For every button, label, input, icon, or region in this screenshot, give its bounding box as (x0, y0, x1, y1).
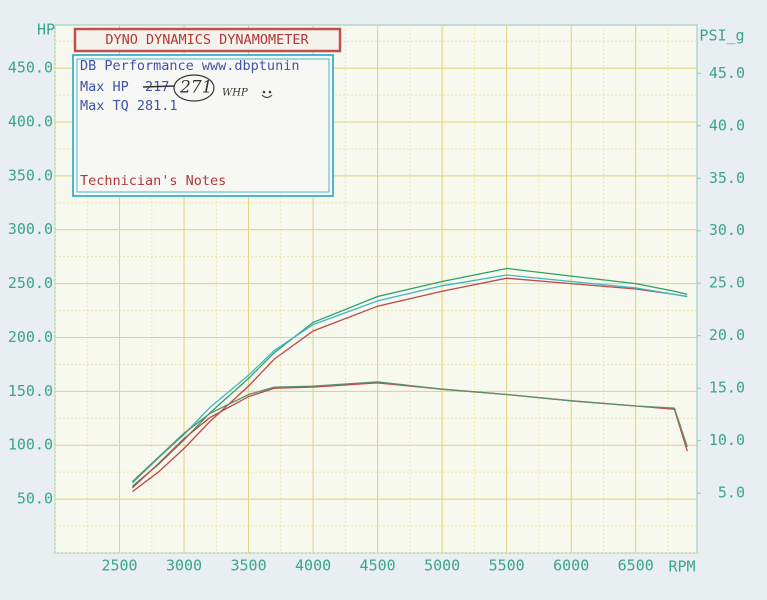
y2-tick-label: 40.0 (709, 116, 745, 134)
y-tick-label: 150.0 (8, 382, 53, 400)
y-axis-label: HP (37, 21, 55, 39)
handwritten-circle (173, 74, 215, 102)
x-tick-label: 5500 (489, 557, 525, 575)
y2-tick-label: 35.0 (709, 169, 745, 187)
y2-tick-label: 10.0 (709, 431, 745, 449)
y2-tick-label: 25.0 (709, 274, 745, 292)
y-tick-label: 250.0 (8, 274, 53, 292)
y-tick-label: 200.0 (8, 328, 53, 346)
notes-box-inner (76, 58, 330, 193)
notes-label: Technician's Notes (80, 173, 226, 189)
shop-name: DB Performance www.dbptunin (80, 58, 299, 74)
max-tq: Max TQ 281.1 (80, 98, 178, 114)
whp: WHP (222, 88, 248, 99)
notes-box (72, 54, 334, 197)
y2-tick-label: 20.0 (709, 326, 745, 344)
max-hp-new: 271 (179, 78, 212, 98)
y-tick-label: 450.0 (8, 59, 53, 77)
smiley (261, 90, 273, 98)
x-tick-label: 2500 (101, 557, 137, 575)
title-box (73, 27, 342, 53)
x-tick-label: 4000 (295, 557, 331, 575)
chart-title: DYNO DYNAMICS DYNAMOMETER (105, 32, 309, 48)
y2-tick-label: 30.0 (709, 221, 745, 239)
y-tick-label: 350.0 (8, 166, 53, 184)
y2-tick-label: 5.0 (718, 484, 745, 502)
y2-tick-label: 15.0 (709, 379, 745, 397)
x-tick-label: 4500 (360, 557, 396, 575)
x-tick-label: 3000 (166, 557, 202, 575)
x-tick-label: 3500 (231, 557, 267, 575)
x-tick-label: 6500 (618, 557, 654, 575)
y-tick-label: 50.0 (17, 490, 53, 508)
info-panel: DYNO DYNAMICS DYNAMOMETER DB Performance… (72, 27, 342, 197)
x-tick-label: 6000 (553, 557, 589, 575)
y-tick-label: 300.0 (8, 220, 53, 238)
curves (131, 267, 688, 493)
series-line (132, 277, 688, 493)
y2-axis-label: PSI_g (699, 27, 744, 45)
y-tick-label: 400.0 (8, 112, 53, 130)
series-line (131, 381, 688, 483)
y-tick-label: 100.0 (8, 436, 53, 454)
y2-tick-label: 45.0 (709, 64, 745, 82)
max-hp-label: Max HP (80, 79, 129, 95)
x-tick-label: 5000 (424, 557, 460, 575)
strike (142, 85, 175, 88)
x-axis-label: RPM (668, 558, 695, 576)
